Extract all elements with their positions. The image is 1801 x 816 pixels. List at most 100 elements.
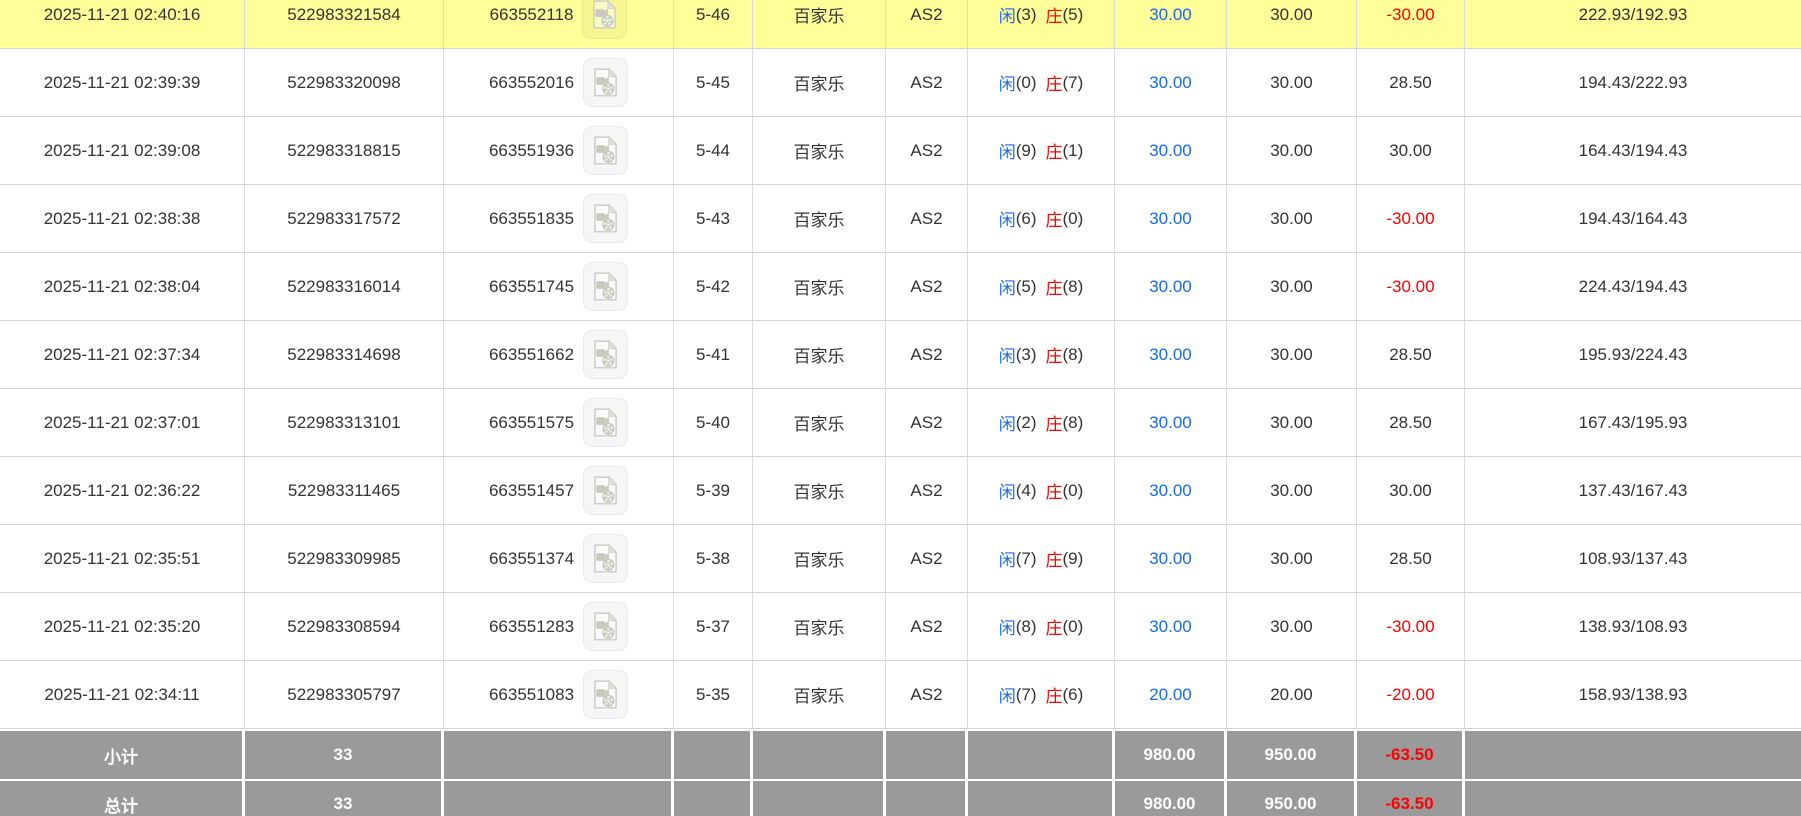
cell-result: 闲 (9) 庄 (1) [968, 117, 1115, 184]
cell-win-loss: -30.00 [1357, 185, 1465, 252]
result-banker-score: (9) [1062, 548, 1084, 568]
cell-bet-amount: 30.00 [1115, 185, 1227, 252]
video-replay-button[interactable] [582, 0, 628, 39]
result-player-score: (7) [1015, 684, 1037, 704]
cell-result: 闲 (8) 庄 (0) [968, 593, 1115, 660]
game-id-value: 663552118 [489, 4, 574, 24]
summary-empty-cell [968, 781, 1115, 816]
cell-win-loss: -30.00 [1357, 253, 1465, 320]
cell-game-name: 百家乐 [753, 661, 886, 728]
result-banker-label: 庄 [1045, 7, 1063, 26]
summary-win-loss-total: -63.50 [1357, 731, 1465, 779]
cell-game-name: 百家乐 [753, 321, 886, 388]
cell-valid-amount: 30.00 [1227, 321, 1357, 388]
cell-win-loss: 28.50 [1357, 525, 1465, 592]
cell-round: 5-46 [674, 0, 753, 48]
result-player-label: 闲 [998, 551, 1016, 570]
summary-empty-cell [444, 731, 674, 779]
cell-game-id: 663552118 [444, 0, 674, 48]
video-replay-button[interactable] [583, 330, 629, 379]
table-row: 2025-11-21 02:34:11 522983305797 6635510… [0, 661, 1801, 729]
cell-balance: 158.93/138.93 [1578, 684, 1688, 704]
cell-bet-id: 522983320098 [245, 49, 444, 116]
result-banker-score: (1) [1062, 140, 1084, 160]
cell-bet-time: 2025-11-21 02:39:08 [0, 117, 245, 184]
video-icon [594, 68, 618, 97]
cell-bet-id: 522983318815 [245, 117, 444, 184]
video-icon [594, 204, 618, 233]
cell-table-code: AS2 [886, 457, 968, 524]
summary-empty-cell [753, 731, 886, 779]
cell-game-name: 百家乐 [753, 49, 886, 116]
video-replay-button[interactable] [583, 670, 629, 719]
cell-game-name: 百家乐 [753, 389, 886, 456]
cell-win-loss: 28.50 [1357, 321, 1465, 388]
video-replay-button[interactable] [583, 194, 629, 243]
result-banker-label: 庄 [1045, 415, 1063, 434]
summary-empty-cell [674, 781, 753, 816]
video-replay-button[interactable] [583, 398, 629, 447]
result-banker-score: (8) [1062, 344, 1084, 364]
cell-balance: 194.43/164.43 [1578, 208, 1688, 228]
result-player-label: 闲 [998, 687, 1016, 706]
cell-table-code: AS2 [886, 49, 968, 116]
cell-win-loss: -20.00 [1357, 661, 1465, 728]
game-id-value: 663551662 [488, 344, 575, 364]
cell-balance: 164.43/194.43 [1578, 140, 1688, 160]
cell-bet-time: 2025-11-21 02:40:16 [0, 0, 245, 48]
cell-bet-amount: 30.00 [1115, 0, 1227, 48]
result-player-label: 闲 [998, 415, 1016, 434]
cell-win-loss: 30.00 [1357, 117, 1465, 184]
result-banker-score: (0) [1062, 208, 1084, 228]
cell-bet-time: 2025-11-21 02:34:11 [0, 661, 245, 728]
cell-result: 闲 (7) 庄 (9) [968, 525, 1115, 592]
video-replay-button[interactable] [583, 602, 629, 651]
cell-balance: 137.43/167.43 [1578, 480, 1688, 500]
video-replay-button[interactable] [583, 126, 629, 175]
summary-valid-total: 950.00 [1227, 731, 1357, 779]
cell-bet-time: 2025-11-21 02:36:22 [0, 457, 245, 524]
cell-table-code: AS2 [886, 0, 968, 48]
cell-game-id: 663551936 [444, 117, 674, 184]
result-banker-score: (0) [1062, 480, 1084, 500]
result-banker-label: 庄 [1045, 551, 1063, 570]
cell-round: 5-44 [674, 117, 753, 184]
video-icon [594, 136, 618, 165]
game-id-value: 663551936 [488, 140, 575, 160]
video-icon [594, 408, 618, 437]
result-banker-label: 庄 [1045, 143, 1063, 162]
game-id-value: 663552016 [488, 72, 575, 92]
cell-table-code: AS2 [886, 389, 968, 456]
result-banker-score: (8) [1062, 412, 1084, 432]
summary-bet-count: 33 [245, 731, 444, 779]
result-player-score: (6) [1015, 208, 1037, 228]
game-id-value: 663551575 [488, 412, 575, 432]
video-icon [594, 544, 618, 573]
cell-valid-amount: 20.00 [1227, 661, 1357, 728]
result-player-score: (2) [1015, 412, 1037, 432]
cell-balance: 224.43/194.43 [1578, 276, 1688, 296]
result-banker-label: 庄 [1045, 619, 1063, 638]
result-banker-label: 庄 [1045, 211, 1063, 230]
video-replay-button[interactable] [583, 466, 629, 515]
cell-table-code: AS2 [886, 321, 968, 388]
cell-bet-id: 522983321584 [245, 0, 444, 48]
table-row: 2025-11-21 02:38:04 522983316014 6635517… [0, 253, 1801, 321]
cell-bet-id: 522983313101 [245, 389, 444, 456]
video-replay-button[interactable] [583, 58, 629, 107]
video-replay-button[interactable] [583, 262, 629, 311]
cell-win-loss: 30.00 [1357, 457, 1465, 524]
result-banker-label: 庄 [1045, 75, 1063, 94]
game-id-value: 663551457 [488, 480, 575, 500]
cell-bet-id: 522983305797 [245, 661, 444, 728]
game-id-value: 663551374 [488, 548, 575, 568]
result-player-label: 闲 [998, 347, 1016, 366]
summary-win-loss-total: -63.50 [1357, 781, 1465, 816]
result-player-label: 闲 [998, 279, 1016, 298]
cell-balance: 222.93/192.93 [1578, 4, 1688, 24]
result-player-label: 闲 [998, 7, 1016, 26]
cell-valid-amount: 30.00 [1227, 49, 1357, 116]
video-replay-button[interactable] [583, 534, 629, 583]
summary-label: 总计 [0, 781, 245, 816]
cell-table-code: AS2 [886, 117, 968, 184]
